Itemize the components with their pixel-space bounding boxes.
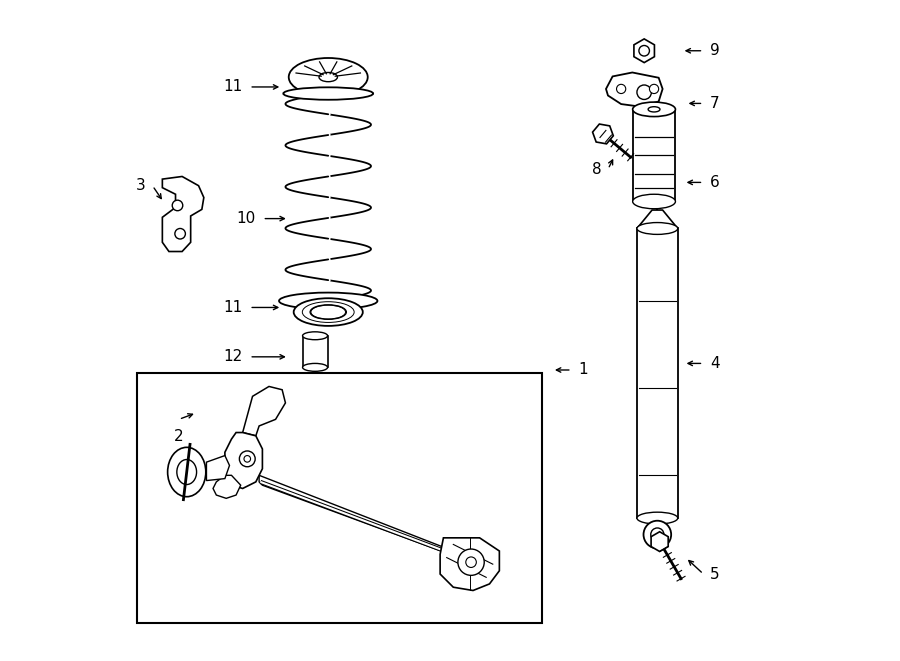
Circle shape (458, 549, 484, 575)
Ellipse shape (302, 332, 328, 340)
Text: 3: 3 (136, 178, 146, 193)
Circle shape (244, 455, 250, 462)
Ellipse shape (310, 305, 346, 319)
Text: 2: 2 (174, 429, 184, 444)
Polygon shape (634, 39, 654, 63)
Circle shape (616, 85, 625, 94)
Ellipse shape (284, 87, 374, 100)
Ellipse shape (644, 521, 671, 549)
Text: 11: 11 (223, 79, 243, 95)
Bar (302, 336, 328, 368)
Circle shape (175, 229, 185, 239)
Ellipse shape (633, 194, 675, 209)
Text: 1: 1 (579, 362, 588, 377)
Circle shape (239, 451, 256, 467)
Text: 9: 9 (710, 43, 720, 58)
Polygon shape (225, 432, 263, 488)
Ellipse shape (279, 293, 377, 309)
Ellipse shape (176, 459, 196, 485)
Ellipse shape (167, 447, 206, 496)
Polygon shape (213, 475, 240, 498)
Text: 7: 7 (710, 96, 720, 111)
Polygon shape (206, 455, 230, 481)
Text: 11: 11 (223, 300, 243, 315)
Ellipse shape (637, 512, 678, 524)
Polygon shape (592, 124, 613, 144)
Polygon shape (440, 538, 500, 590)
Polygon shape (162, 176, 203, 252)
Ellipse shape (633, 102, 675, 116)
Polygon shape (606, 73, 662, 106)
Ellipse shape (319, 73, 338, 82)
Bar (633, 109, 675, 202)
Ellipse shape (651, 528, 664, 541)
Bar (138, 373, 542, 623)
Bar (637, 229, 678, 518)
Polygon shape (259, 475, 454, 555)
Circle shape (466, 557, 476, 567)
Ellipse shape (293, 298, 363, 326)
Text: 5: 5 (710, 566, 720, 582)
Text: 4: 4 (710, 356, 720, 371)
Ellipse shape (302, 364, 328, 371)
Text: 12: 12 (223, 349, 243, 364)
Ellipse shape (289, 58, 368, 96)
Polygon shape (651, 531, 668, 551)
Polygon shape (637, 210, 678, 229)
Polygon shape (243, 387, 285, 436)
Ellipse shape (637, 223, 678, 235)
Ellipse shape (648, 106, 660, 112)
Circle shape (172, 200, 183, 211)
Ellipse shape (637, 85, 652, 99)
Text: 10: 10 (237, 211, 256, 226)
Text: 8: 8 (592, 162, 601, 176)
Circle shape (650, 85, 659, 94)
Text: 6: 6 (710, 175, 720, 190)
Circle shape (639, 46, 650, 56)
